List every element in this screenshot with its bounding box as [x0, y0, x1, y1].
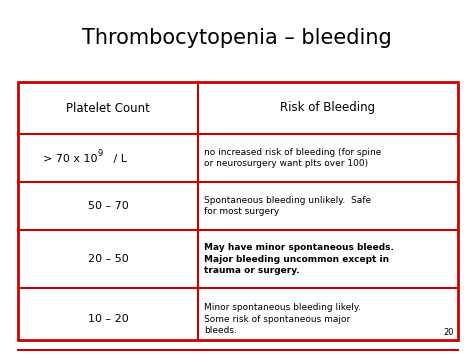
Text: > 70 x 10: > 70 x 10: [44, 154, 98, 164]
Text: 20 – 50: 20 – 50: [88, 254, 128, 264]
Text: Thrombocytopenia – bleeding: Thrombocytopenia – bleeding: [82, 28, 392, 48]
Text: Platelet Count: Platelet Count: [66, 102, 150, 115]
Text: 50 – 70: 50 – 70: [88, 201, 128, 211]
Text: no increased risk of bleeding (for spine
or neurosurgery want plts over 100): no increased risk of bleeding (for spine…: [204, 148, 382, 168]
Text: Spontaneous bleeding unlikely.  Safe
for most surgery: Spontaneous bleeding unlikely. Safe for …: [204, 196, 371, 216]
Text: 10 – 20: 10 – 20: [88, 314, 128, 324]
Text: 20: 20: [444, 328, 454, 337]
Text: May have minor spontaneous bleeds.
Major bleeding uncommon except in
trauma or s: May have minor spontaneous bleeds. Major…: [204, 243, 394, 275]
Text: / L: / L: [110, 154, 127, 164]
Text: 9: 9: [98, 148, 103, 158]
Bar: [18, 82, 458, 340]
Text: Minor spontaneous bleeding likely.
Some risk of spontaneous major
bleeds.: Minor spontaneous bleeding likely. Some …: [204, 303, 361, 335]
Text: Risk of Bleeding: Risk of Bleeding: [281, 102, 375, 115]
